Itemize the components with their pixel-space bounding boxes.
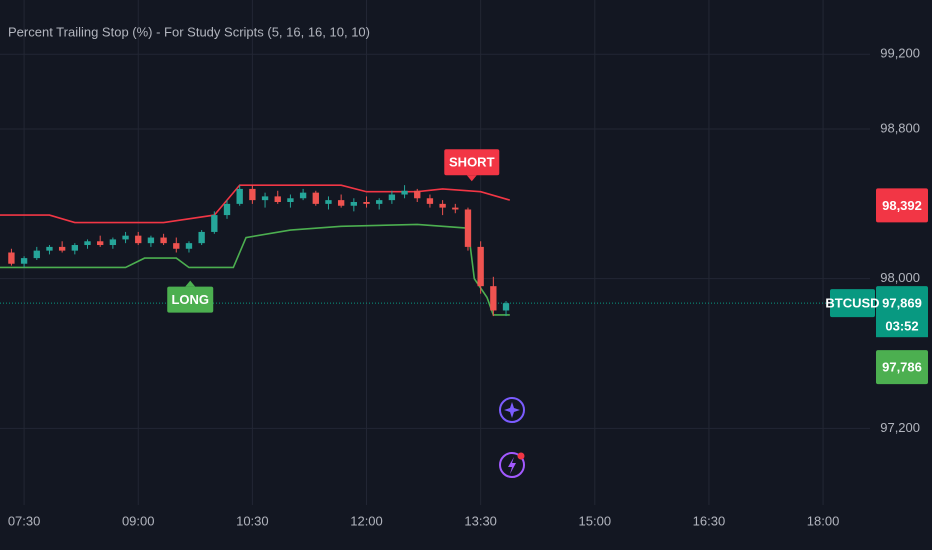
signal-label: LONG bbox=[171, 292, 209, 307]
candle-body bbox=[363, 202, 370, 204]
candle-body bbox=[337, 200, 345, 206]
lightning-icon[interactable] bbox=[499, 452, 525, 478]
candle-body bbox=[249, 188, 256, 201]
candle-body bbox=[173, 243, 180, 249]
candle-body bbox=[236, 188, 243, 204]
candle-body bbox=[122, 235, 129, 240]
candle-body bbox=[464, 209, 472, 247]
candle-body bbox=[211, 215, 218, 232]
price-label-box bbox=[876, 188, 928, 223]
candle-body bbox=[388, 194, 396, 201]
candle-body bbox=[414, 190, 421, 199]
candle-body bbox=[109, 239, 117, 246]
signal-label-tip bbox=[466, 175, 477, 182]
candle-body bbox=[401, 190, 408, 195]
alert-dot bbox=[517, 452, 525, 460]
symbol-label: BTCUSD bbox=[825, 296, 879, 311]
stop-line bbox=[0, 184, 511, 224]
price-label: 97,869 bbox=[882, 296, 922, 311]
candle-body bbox=[20, 258, 28, 264]
candle-body bbox=[71, 245, 78, 251]
chart-title: Percent Trailing Stop (%) - For Study Sc… bbox=[8, 24, 370, 39]
candle-body bbox=[58, 246, 66, 251]
candle-body bbox=[8, 252, 15, 264]
x-tick-label: 13:30 bbox=[464, 513, 497, 528]
candle-body bbox=[350, 202, 358, 206]
y-tick-label: 97,200 bbox=[880, 420, 920, 435]
candle-body bbox=[502, 303, 510, 311]
x-tick-label: 15:00 bbox=[579, 513, 612, 528]
sparkle-shape bbox=[504, 402, 520, 418]
candle-body bbox=[147, 237, 155, 244]
y-tick-label: 98,000 bbox=[880, 270, 920, 285]
candle-body bbox=[490, 286, 497, 311]
candle-body bbox=[198, 231, 205, 244]
candle-body bbox=[439, 203, 446, 208]
y-tick-label: 99,200 bbox=[880, 46, 920, 61]
x-tick-label: 10:30 bbox=[236, 513, 269, 528]
candle-body bbox=[135, 235, 142, 244]
candle-body bbox=[84, 241, 91, 246]
x-tick-label: 16:30 bbox=[693, 513, 726, 528]
sparkle-icon[interactable] bbox=[499, 397, 525, 423]
symbol-box bbox=[830, 289, 875, 318]
x-tick-label: 12:00 bbox=[350, 513, 383, 528]
candle-body bbox=[160, 237, 167, 244]
x-tick-label: 07:30 bbox=[8, 513, 41, 528]
candle-body bbox=[46, 246, 53, 251]
stop-line bbox=[0, 223, 510, 316]
candle-body bbox=[33, 250, 40, 259]
lightning-shape bbox=[508, 457, 516, 474]
candle-body bbox=[452, 207, 459, 210]
price-label-box bbox=[876, 350, 928, 385]
candle-body bbox=[312, 192, 319, 204]
candle-body bbox=[261, 196, 269, 201]
candle-body bbox=[97, 241, 104, 246]
candle-body bbox=[299, 192, 307, 199]
signal-label-box bbox=[167, 286, 214, 313]
candle-body bbox=[325, 200, 332, 204]
alert-button[interactable] bbox=[499, 452, 525, 478]
countdown-box bbox=[876, 317, 928, 338]
candle-body bbox=[426, 198, 434, 204]
countdown-label: 03:52 bbox=[885, 319, 918, 334]
candle-body bbox=[376, 200, 383, 204]
candle-body bbox=[185, 243, 193, 249]
candle-body bbox=[477, 246, 484, 287]
x-tick-label: 09:00 bbox=[122, 513, 155, 528]
signal-label-box bbox=[444, 149, 500, 176]
candle-body bbox=[223, 203, 231, 216]
signal-label: SHORT bbox=[449, 155, 495, 170]
price-label: 97,786 bbox=[882, 360, 922, 375]
signal-label-tip bbox=[185, 280, 196, 287]
price-label: 98,392 bbox=[882, 198, 922, 213]
y-tick-label: 98,800 bbox=[880, 120, 920, 135]
candle-body bbox=[287, 198, 294, 202]
x-tick-label: 18:00 bbox=[807, 513, 840, 528]
candle-body bbox=[274, 196, 281, 202]
ai-button[interactable] bbox=[499, 397, 525, 423]
price-label-box bbox=[876, 286, 928, 321]
